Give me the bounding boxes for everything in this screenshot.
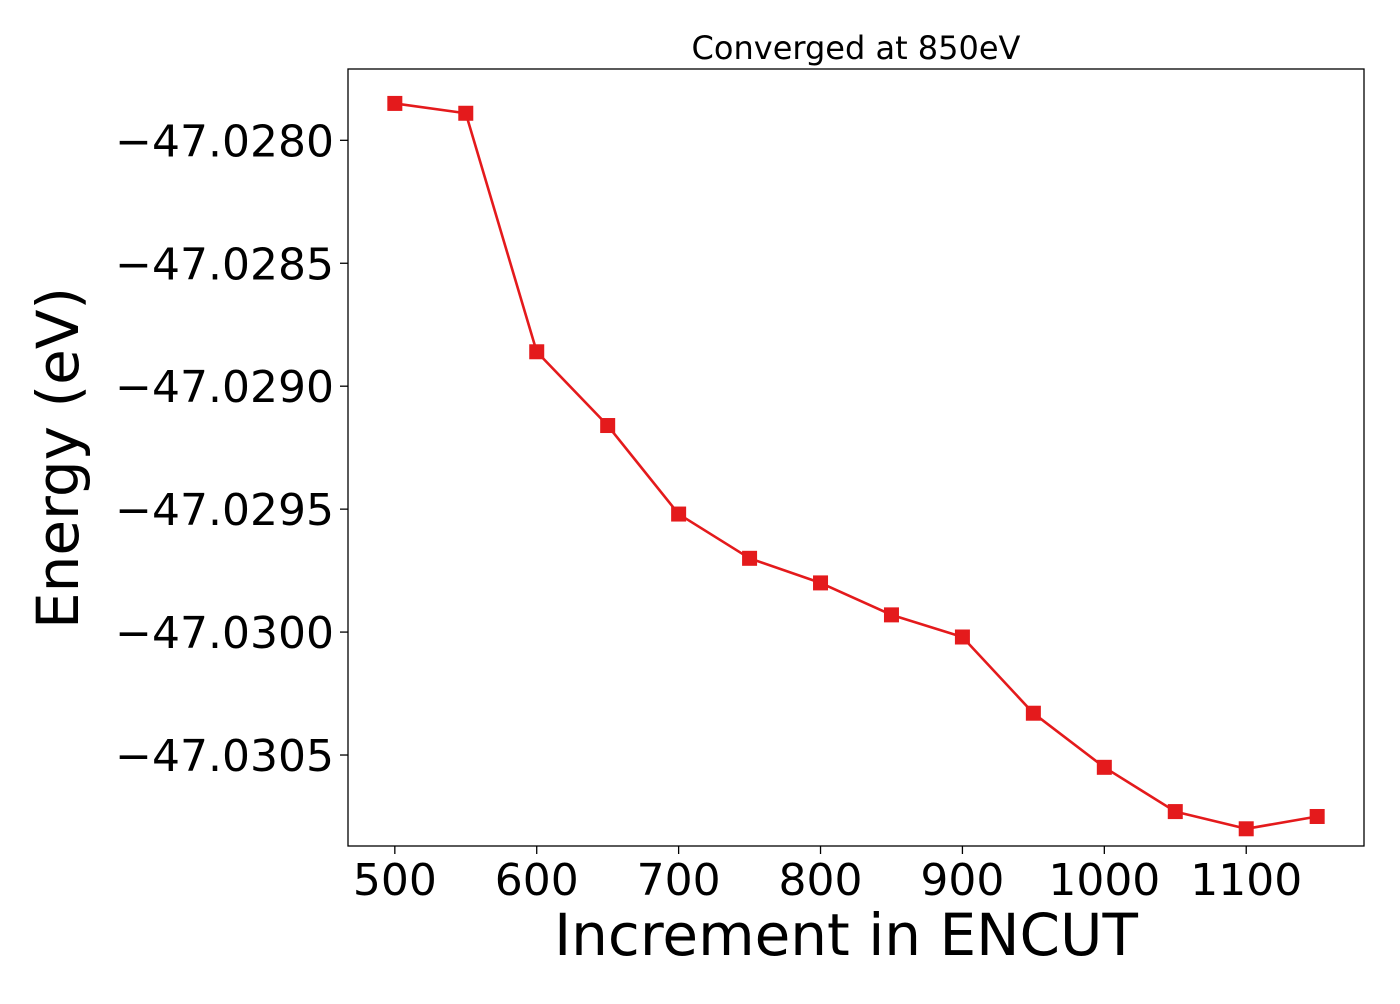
y-tick-label: −47.0295 [115,485,334,536]
x-tick-label: 1000 [1048,855,1160,906]
data-point [1238,821,1254,837]
x-tick-label: 1100 [1190,855,1302,906]
y-tick-label: −47.0305 [115,731,334,782]
y-tick-label: −47.0290 [115,362,334,413]
data-point [671,506,687,522]
data-point [813,575,829,591]
data-point [600,418,616,434]
data-point [883,607,899,623]
data-point [458,105,474,121]
data-point [1096,759,1112,775]
y-axis-title: Energy (eV) [24,287,92,629]
plot-area [387,95,1325,837]
data-point [1309,808,1325,824]
x-tick-label: 500 [353,855,437,906]
data-point [954,629,970,645]
data-point [1167,804,1183,820]
y-tick-label: −47.0285 [115,239,334,290]
x-axis-title: Increment in ENCUT [554,901,1138,969]
data-point [1025,705,1041,721]
x-tick-label: 900 [920,855,1004,906]
x-tick-label: 600 [495,855,579,906]
y-tick-label: −47.0280 [115,116,334,167]
data-point [387,95,403,111]
y-axis: −47.0280 −47.0285 −47.0290 −47.0295 −47.0300… [115,116,348,782]
chart-title: Converged at 850eV [692,29,1021,67]
plot-frame [347,68,1365,847]
series-line [394,102,1318,831]
x-tick-label: 800 [779,855,863,906]
x-axis: 500 600 700 800 900 1000 1100 [353,846,1302,906]
y-tick-label: −47.0300 [115,608,334,659]
x-tick-label: 700 [637,855,721,906]
data-point [742,550,758,566]
data-point [529,344,545,360]
